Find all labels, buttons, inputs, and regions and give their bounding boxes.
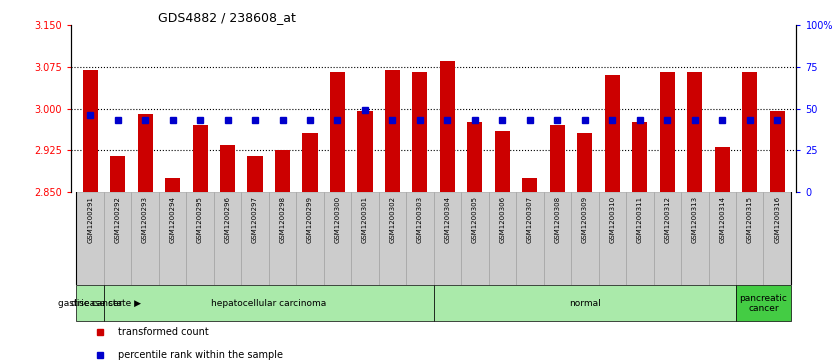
Bar: [351, 192, 379, 285]
Text: GSM1200307: GSM1200307: [527, 196, 533, 244]
Text: GSM1200312: GSM1200312: [665, 196, 671, 243]
Bar: [138, 114, 153, 192]
Bar: [709, 192, 736, 285]
Bar: [324, 192, 351, 285]
Text: GSM1200296: GSM1200296: [224, 196, 230, 243]
Text: GSM1200310: GSM1200310: [610, 196, 615, 244]
Bar: [770, 111, 785, 192]
Text: GSM1200305: GSM1200305: [472, 196, 478, 243]
Bar: [687, 73, 702, 192]
Bar: [516, 192, 544, 285]
Text: GSM1200303: GSM1200303: [417, 196, 423, 244]
Bar: [660, 73, 675, 192]
Bar: [248, 156, 263, 192]
Bar: [550, 125, 565, 192]
Bar: [467, 122, 482, 192]
Text: GSM1200293: GSM1200293: [142, 196, 148, 243]
Text: GSM1200306: GSM1200306: [500, 196, 505, 244]
Text: GSM1200316: GSM1200316: [774, 196, 781, 244]
Text: GSM1200308: GSM1200308: [555, 196, 560, 244]
Text: disease state ▶: disease state ▶: [71, 299, 141, 308]
Bar: [632, 122, 647, 192]
Text: gastric cancer: gastric cancer: [58, 299, 123, 308]
Text: GSM1200301: GSM1200301: [362, 196, 368, 244]
Bar: [296, 192, 324, 285]
Text: pancreatic
cancer: pancreatic cancer: [740, 294, 787, 313]
Bar: [461, 192, 489, 285]
Text: GDS4882 / 238608_at: GDS4882 / 238608_at: [158, 11, 296, 24]
Text: GSM1200302: GSM1200302: [389, 196, 395, 243]
Text: GSM1200304: GSM1200304: [445, 196, 450, 243]
Bar: [303, 134, 318, 192]
Text: GSM1200291: GSM1200291: [87, 196, 93, 243]
Text: GSM1200297: GSM1200297: [252, 196, 258, 243]
Bar: [275, 150, 290, 192]
Text: GSM1200311: GSM1200311: [637, 196, 643, 244]
Text: GSM1200313: GSM1200313: [691, 196, 698, 244]
Bar: [77, 192, 104, 285]
Text: GSM1200300: GSM1200300: [334, 196, 340, 244]
Bar: [214, 192, 241, 285]
Bar: [241, 192, 269, 285]
Bar: [626, 192, 654, 285]
Bar: [434, 192, 461, 285]
Bar: [269, 192, 296, 285]
Text: GSM1200295: GSM1200295: [197, 196, 203, 243]
Bar: [193, 125, 208, 192]
Bar: [763, 192, 791, 285]
Text: percentile rank within the sample: percentile rank within the sample: [118, 350, 283, 360]
Bar: [544, 192, 571, 285]
Text: GSM1200294: GSM1200294: [169, 196, 176, 243]
Bar: [104, 192, 131, 285]
Bar: [358, 111, 373, 192]
Bar: [158, 192, 186, 285]
Bar: [186, 192, 214, 285]
Bar: [736, 192, 763, 285]
Text: transformed count: transformed count: [118, 327, 208, 337]
Bar: [406, 192, 434, 285]
Bar: [440, 61, 455, 192]
Bar: [330, 73, 345, 192]
Bar: [83, 70, 98, 192]
Bar: [165, 178, 180, 192]
Bar: [742, 73, 757, 192]
Bar: [77, 285, 104, 322]
Text: GSM1200309: GSM1200309: [582, 196, 588, 244]
Bar: [412, 73, 428, 192]
Bar: [104, 285, 434, 322]
Bar: [605, 75, 620, 192]
Bar: [522, 178, 537, 192]
Text: GSM1200298: GSM1200298: [279, 196, 285, 243]
Bar: [385, 70, 400, 192]
Bar: [681, 192, 709, 285]
Bar: [131, 192, 158, 285]
Text: normal: normal: [569, 299, 600, 308]
Text: GSM1200299: GSM1200299: [307, 196, 313, 243]
Bar: [434, 285, 736, 322]
Text: GSM1200315: GSM1200315: [746, 196, 753, 243]
Bar: [220, 144, 235, 192]
Bar: [110, 156, 125, 192]
Bar: [715, 147, 730, 192]
Text: hepatocellular carcinoma: hepatocellular carcinoma: [211, 299, 326, 308]
Bar: [599, 192, 626, 285]
Bar: [571, 192, 599, 285]
Bar: [495, 131, 510, 192]
Bar: [577, 134, 592, 192]
Text: GSM1200314: GSM1200314: [719, 196, 726, 243]
Bar: [736, 285, 791, 322]
Bar: [379, 192, 406, 285]
Text: GSM1200292: GSM1200292: [114, 196, 121, 243]
Bar: [489, 192, 516, 285]
Bar: [654, 192, 681, 285]
